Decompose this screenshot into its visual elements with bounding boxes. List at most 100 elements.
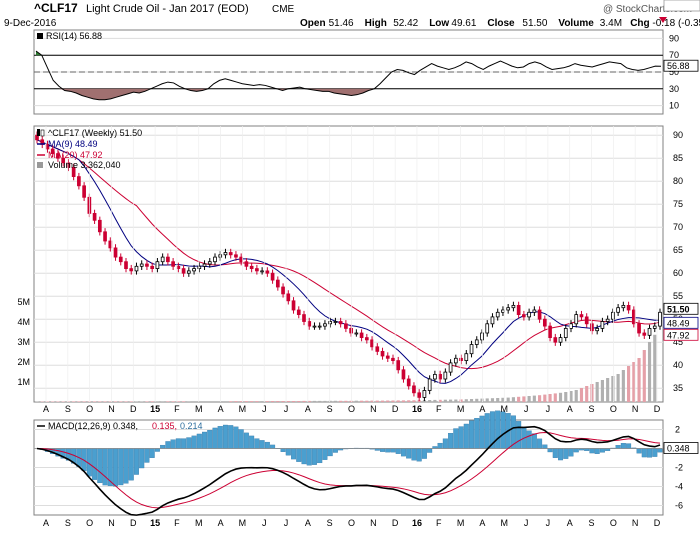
macd-tick-label: -4 xyxy=(675,482,683,492)
candle-body xyxy=(287,294,290,301)
candle-body xyxy=(193,269,196,271)
volume-bar xyxy=(391,401,394,403)
volume-bar xyxy=(412,400,415,402)
volume-bar xyxy=(627,366,630,402)
volume-bar xyxy=(187,401,190,402)
x-axis-label-mid: J xyxy=(546,404,551,414)
macd-histogram-bar xyxy=(197,434,202,449)
candle-body xyxy=(344,324,347,329)
candle-body xyxy=(381,351,384,356)
volume-bar xyxy=(596,382,599,402)
macd-histogram-bar xyxy=(270,445,275,449)
rsi-tick-label: 70 xyxy=(669,50,679,60)
volume-bar xyxy=(564,392,567,402)
macd-histogram-bar xyxy=(616,445,621,448)
volume-bar xyxy=(261,401,264,402)
volume-bar xyxy=(480,399,483,402)
volume-bar xyxy=(114,401,117,402)
stat-value: 49.61 xyxy=(451,18,476,29)
volume-bar xyxy=(580,388,583,402)
volume-bar xyxy=(585,386,588,402)
volume-bar xyxy=(103,401,106,402)
x-axis-label-mid: A xyxy=(43,404,49,414)
rsi-tick-label: 10 xyxy=(669,101,679,111)
x-axis-label-bottom: S xyxy=(65,518,71,528)
volume-bar xyxy=(229,401,232,402)
x-axis-label-bottom: M xyxy=(195,518,203,528)
candle-body xyxy=(407,379,410,386)
macd-histogram-bar xyxy=(171,440,176,449)
volume-bar xyxy=(234,401,237,402)
price-legend-item: Volume 3,362,040 xyxy=(48,160,121,170)
macd-histogram-bar xyxy=(113,449,118,487)
volume-bar xyxy=(135,401,138,402)
macd-histogram-bar xyxy=(412,449,417,461)
volume-current-label: 33620 xyxy=(666,0,691,2)
candle-body xyxy=(365,338,368,340)
candle-body xyxy=(151,266,154,268)
macd-histogram-bar xyxy=(448,433,453,448)
candle-body xyxy=(496,312,499,317)
x-axis-label-mid: D xyxy=(654,404,661,414)
candle-body xyxy=(182,269,185,274)
candle-body xyxy=(187,271,190,273)
x-axis-label-mid: N xyxy=(632,404,639,414)
macd-histogram-bar xyxy=(260,440,265,448)
candle-body xyxy=(465,354,468,361)
candle-body xyxy=(271,273,274,280)
macd-histogram-bar xyxy=(537,439,542,449)
candle-body xyxy=(145,264,148,266)
macd-histogram-bar xyxy=(228,425,233,448)
volume-bar xyxy=(145,401,148,402)
volume-bar xyxy=(637,358,640,402)
candle-body xyxy=(543,319,546,326)
symbol: ^CLF17 xyxy=(34,1,78,15)
candle-body xyxy=(104,232,107,241)
macd-histogram-bar xyxy=(469,421,474,449)
stat-label: Chg xyxy=(630,18,649,29)
macd-histogram-bar xyxy=(244,433,249,449)
macd-histogram-bar xyxy=(474,418,479,448)
macd-histogram-bar xyxy=(323,449,328,460)
macd-histogram-bar xyxy=(307,449,312,466)
candle-body xyxy=(491,317,494,324)
volume-bar xyxy=(533,396,536,402)
candle-body xyxy=(611,312,614,319)
macd-legend-item: 0.135, xyxy=(152,421,177,431)
macd-histogram-bar xyxy=(255,439,260,449)
volume-bar xyxy=(543,395,546,402)
volume-bar xyxy=(554,393,557,402)
macd-histogram-bar xyxy=(563,449,568,459)
x-axis-label-bottom: A xyxy=(479,518,485,528)
candle-body xyxy=(522,315,525,317)
rsi-overbought-fill xyxy=(36,51,661,55)
candle-body xyxy=(114,248,117,257)
macd-histogram-bar xyxy=(480,416,485,449)
volume-bar xyxy=(276,401,279,402)
volume-bar xyxy=(208,401,211,402)
macd-histogram-bar xyxy=(176,439,181,449)
volume-bar xyxy=(528,396,531,402)
x-axis-label-mid: S xyxy=(327,404,333,414)
candle-body xyxy=(418,393,421,398)
candle-body xyxy=(125,262,128,269)
volume-legend-swatch xyxy=(37,162,43,168)
price-tick-label: 70 xyxy=(673,222,683,232)
stat-label: Close xyxy=(487,18,515,29)
volume-bar xyxy=(339,401,342,402)
macd-histogram-bar xyxy=(160,445,165,448)
candle-body xyxy=(564,328,567,337)
volume-bar xyxy=(449,400,452,402)
candle-body xyxy=(460,358,463,360)
candle-body xyxy=(402,370,405,379)
candle-body xyxy=(622,305,625,307)
candle-body xyxy=(617,308,620,313)
volume-bar xyxy=(470,399,473,402)
price-tick-label: 55 xyxy=(673,291,683,301)
macd-histogram-bar xyxy=(150,449,155,458)
volume-bar xyxy=(323,401,326,402)
volume-bar xyxy=(606,378,609,402)
candle-body xyxy=(486,324,489,333)
macd-histogram-bar xyxy=(192,436,197,449)
